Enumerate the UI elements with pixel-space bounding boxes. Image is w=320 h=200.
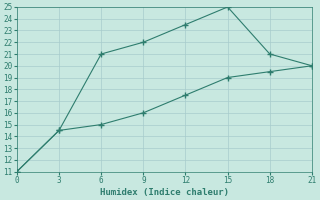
X-axis label: Humidex (Indice chaleur): Humidex (Indice chaleur) <box>100 188 229 197</box>
